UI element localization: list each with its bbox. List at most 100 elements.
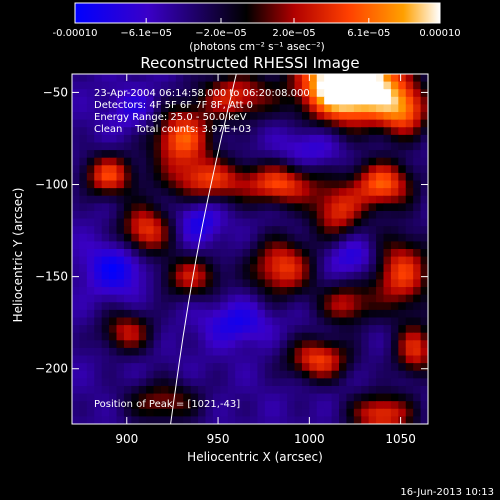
heatmap-cell	[242, 302, 251, 311]
heatmap-cell	[146, 165, 155, 174]
heatmap-cell	[420, 157, 428, 166]
heatmap-cell	[361, 325, 370, 334]
colorbar-tick-label: −2.0e−05	[195, 28, 247, 39]
heatmap-cell	[294, 332, 303, 341]
heatmap-cell	[86, 347, 95, 357]
heatmap-cell	[131, 294, 140, 303]
heatmap-cell	[146, 104, 155, 113]
heatmap-cell	[168, 203, 177, 212]
heatmap-cell	[398, 256, 407, 265]
heatmap-cell	[161, 233, 170, 242]
heatmap-cell	[309, 347, 318, 357]
heatmap-cell	[72, 393, 81, 402]
heatmap-cell	[153, 112, 162, 121]
heatmap-cell	[168, 370, 177, 379]
heatmap-cell	[272, 416, 281, 424]
heatmap-cell	[383, 233, 392, 242]
heatmap-cell	[257, 401, 266, 410]
heatmap-cell	[309, 363, 318, 372]
heatmap-cell	[205, 157, 214, 166]
heatmap-cell	[376, 294, 385, 303]
heatmap-cell	[168, 150, 177, 159]
heatmap-cell	[116, 195, 125, 204]
heatmap-cell	[101, 104, 110, 113]
heatmap-cell	[138, 218, 147, 227]
heatmap-cell	[183, 172, 192, 182]
heatmap-cell	[101, 294, 110, 303]
heatmap-cell	[161, 325, 170, 334]
heatmap-cell	[131, 112, 140, 121]
heatmap-cell	[368, 210, 377, 220]
heatmap-cell	[264, 264, 273, 273]
heatmap-cell	[346, 180, 355, 189]
heatmap-cell	[339, 81, 348, 90]
heatmap-cell	[190, 188, 199, 197]
heatmap-cell	[272, 325, 281, 334]
heatmap-cell	[353, 271, 362, 281]
heatmap-cell	[390, 378, 399, 387]
heatmap-cell	[346, 233, 355, 242]
heatmap-cell	[198, 172, 207, 182]
heatmap-cell	[205, 142, 214, 151]
heatmap-cell	[316, 150, 325, 159]
heatmap-cell	[116, 393, 125, 402]
heatmap-cell	[242, 340, 251, 349]
heatmap-cell	[287, 180, 296, 189]
heatmap-cell	[131, 408, 140, 417]
heatmap-cell	[346, 150, 355, 159]
heatmap-cell	[264, 408, 273, 417]
heatmap-cell	[420, 241, 428, 250]
heatmap-cell	[227, 401, 236, 410]
heatmap-cell	[94, 96, 103, 106]
heatmap-cell	[168, 195, 177, 204]
heatmap-cell	[324, 302, 333, 311]
heatmap-cell	[390, 363, 399, 372]
heatmap-cell	[101, 218, 110, 227]
heatmap-cell	[138, 96, 147, 106]
heatmap-cell	[183, 218, 192, 227]
heatmap-cell	[287, 112, 296, 121]
heatmap-cell	[242, 134, 251, 144]
heatmap-cell	[368, 256, 377, 265]
heatmap-cell	[390, 180, 399, 189]
heatmap-cell	[198, 401, 207, 410]
heatmap-cell	[324, 210, 333, 220]
heatmap-cell	[346, 294, 355, 303]
heatmap-cell	[339, 279, 348, 288]
heatmap-cell	[242, 241, 251, 250]
heatmap-cell	[183, 271, 192, 281]
heatmap-cell	[79, 150, 88, 159]
heatmap-cell	[413, 104, 422, 113]
heatmap-cell	[131, 195, 140, 204]
heatmap-cell	[346, 385, 355, 395]
heatmap-cell	[287, 332, 296, 341]
heatmap-cell	[264, 363, 273, 372]
heatmap-cell	[123, 188, 132, 197]
heatmap-cell	[353, 241, 362, 250]
heatmap-cell	[153, 249, 162, 258]
heatmap-cell	[116, 165, 125, 174]
heatmap-cell	[242, 226, 251, 235]
heatmap-cell	[131, 210, 140, 220]
heatmap-cell	[301, 89, 310, 98]
heatmap-cell	[376, 134, 385, 144]
heatmap-cell	[161, 195, 170, 204]
heatmap-cell	[420, 134, 428, 144]
heatmap-cell	[353, 385, 362, 395]
heatmap-cell	[257, 271, 266, 281]
heatmap-cell	[131, 241, 140, 250]
heatmap-cell	[205, 165, 214, 174]
heatmap-cell	[79, 378, 88, 387]
heatmap-cell	[198, 241, 207, 250]
heatmap-cell	[339, 96, 348, 106]
heatmap-cell	[190, 416, 199, 424]
heatmap-cell	[168, 256, 177, 265]
heatmap-cell	[331, 112, 340, 121]
heatmap-cell	[272, 96, 281, 106]
heatmap-cell	[309, 218, 318, 227]
heatmap-cell	[257, 256, 266, 265]
heatmap-cell	[420, 271, 428, 281]
heatmap-cell	[324, 74, 333, 83]
heatmap-cell	[264, 370, 273, 379]
heatmap-cell	[257, 127, 266, 136]
